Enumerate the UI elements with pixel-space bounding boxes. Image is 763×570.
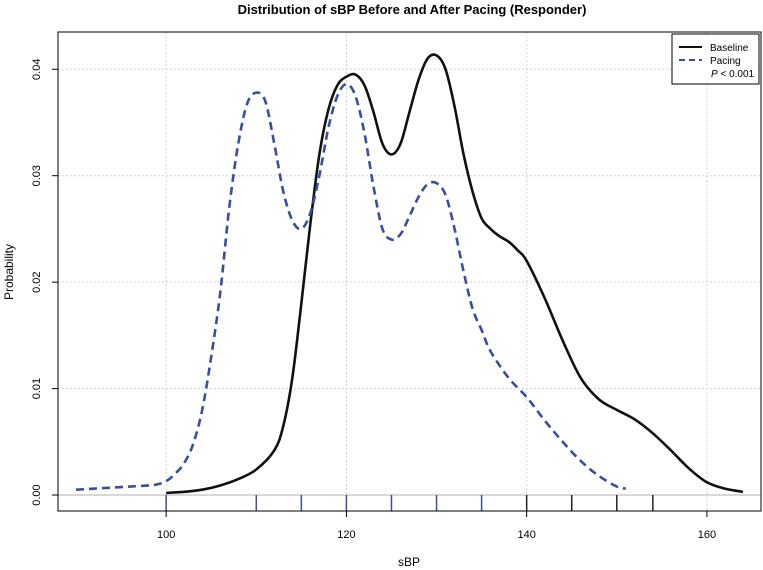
plot-frame (57, 31, 762, 512)
legend-p-value: P < 0.001 (711, 69, 755, 80)
rug-ticks (165, 495, 654, 511)
y-tick-label-4: 0.04 (31, 59, 43, 80)
y-tick-label-3: 0.03 (31, 165, 43, 186)
x-tick-label-0: 100 (157, 529, 175, 541)
series-lines (75, 53, 744, 495)
y-tick-label-1: 0.01 (31, 378, 43, 399)
y-tick-label-2: 0.02 (31, 271, 43, 292)
p-value-text: < 0.001 (718, 69, 755, 80)
x-tick-label-1: 120 (337, 529, 355, 541)
y-axis: 0.00 0.01 0.02 0.03 0.04 (31, 59, 58, 506)
legend-label-pacing: Pacing (710, 56, 741, 67)
series-line-pacing (75, 82, 627, 492)
grid-lines (58, 32, 761, 511)
x-tick-label-2: 140 (517, 529, 535, 541)
y-axis-label: Probability (2, 244, 16, 300)
legend: Baseline Pacing P < 0.001 (671, 33, 760, 85)
x-tick-label-3: 160 (698, 529, 716, 541)
legend-box (671, 33, 760, 85)
y-tick-label-0: 0.00 (31, 484, 43, 505)
x-axis: 100 120 140 160 (157, 511, 716, 541)
p-value-symbol: P (711, 69, 718, 80)
x-axis-label: sBP (398, 555, 420, 569)
chart-title: Distribution of sBP Before and After Pac… (238, 2, 587, 17)
series-line-baseline (166, 53, 744, 495)
legend-label-baseline: Baseline (710, 43, 749, 54)
